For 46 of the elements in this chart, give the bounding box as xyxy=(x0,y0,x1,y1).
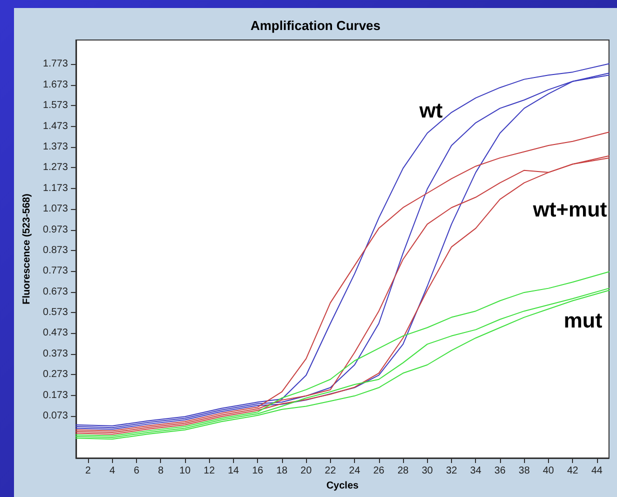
x-tick-label: 30 xyxy=(422,466,434,476)
x-tick-label: 14 xyxy=(228,466,240,476)
x-axis-title: Cycles xyxy=(326,480,360,492)
x-tick-label: 32 xyxy=(446,466,458,476)
annotation: wt xyxy=(418,100,443,122)
x-tick-label: 40 xyxy=(542,466,554,476)
x-tick-label: 6 xyxy=(134,466,140,476)
x-tick-label: 16 xyxy=(252,466,264,476)
y-tick-label: 0.373 xyxy=(42,348,68,360)
x-tick-label: 38 xyxy=(518,466,530,476)
y-tick-label: 0.573 xyxy=(42,307,68,318)
x-tick-label: 24 xyxy=(349,466,361,476)
y-tick-label: 0.073 xyxy=(42,410,68,422)
y-tick-label: 0.673 xyxy=(42,286,68,298)
x-tick-label: 4 xyxy=(109,466,116,476)
x-tick-label: 22 xyxy=(324,466,336,476)
y-tick-label: 1.273 xyxy=(42,162,68,174)
y-tick-label: 1.173 xyxy=(42,182,68,194)
y-tick-label: 0.873 xyxy=(42,244,68,256)
y-tick-label: 0.473 xyxy=(42,328,68,339)
x-tick-label: 2 xyxy=(85,466,92,476)
x-tick-label: 28 xyxy=(397,466,410,476)
y-tick-label: 1.773 xyxy=(42,58,68,70)
annotation: mut xyxy=(564,310,602,332)
x-tick-label: 42 xyxy=(567,466,579,476)
x-tick-label: 34 xyxy=(470,466,482,476)
x-tick-label: 20 xyxy=(300,466,312,476)
x-tick-label: 44 xyxy=(591,466,603,476)
x-tick-label: 12 xyxy=(204,466,216,476)
x-tick-label: 18 xyxy=(276,466,288,476)
y-tick-label: 1.373 xyxy=(42,141,68,152)
x-tick-label: 8 xyxy=(158,466,164,476)
annotation: wt+mut xyxy=(532,198,608,222)
chart-title: Amplification Curves xyxy=(250,18,381,33)
y-tick-label: 1.073 xyxy=(42,204,68,215)
y-tick-label: 0.773 xyxy=(42,266,68,277)
y-tick-label: 1.673 xyxy=(42,79,68,90)
y-axis-title: Fluorescence (523-568) xyxy=(22,194,32,304)
y-tick-label: 1.573 xyxy=(42,100,68,112)
x-tick-label: 26 xyxy=(373,466,385,476)
x-tick-label: 10 xyxy=(179,466,191,476)
x-tick-label: 36 xyxy=(494,466,506,476)
y-tick-label: 0.173 xyxy=(42,390,68,401)
y-tick-label: 1.473 xyxy=(42,120,68,132)
y-tick-label: 0.973 xyxy=(42,224,68,236)
y-tick-label: 0.273 xyxy=(42,369,68,380)
